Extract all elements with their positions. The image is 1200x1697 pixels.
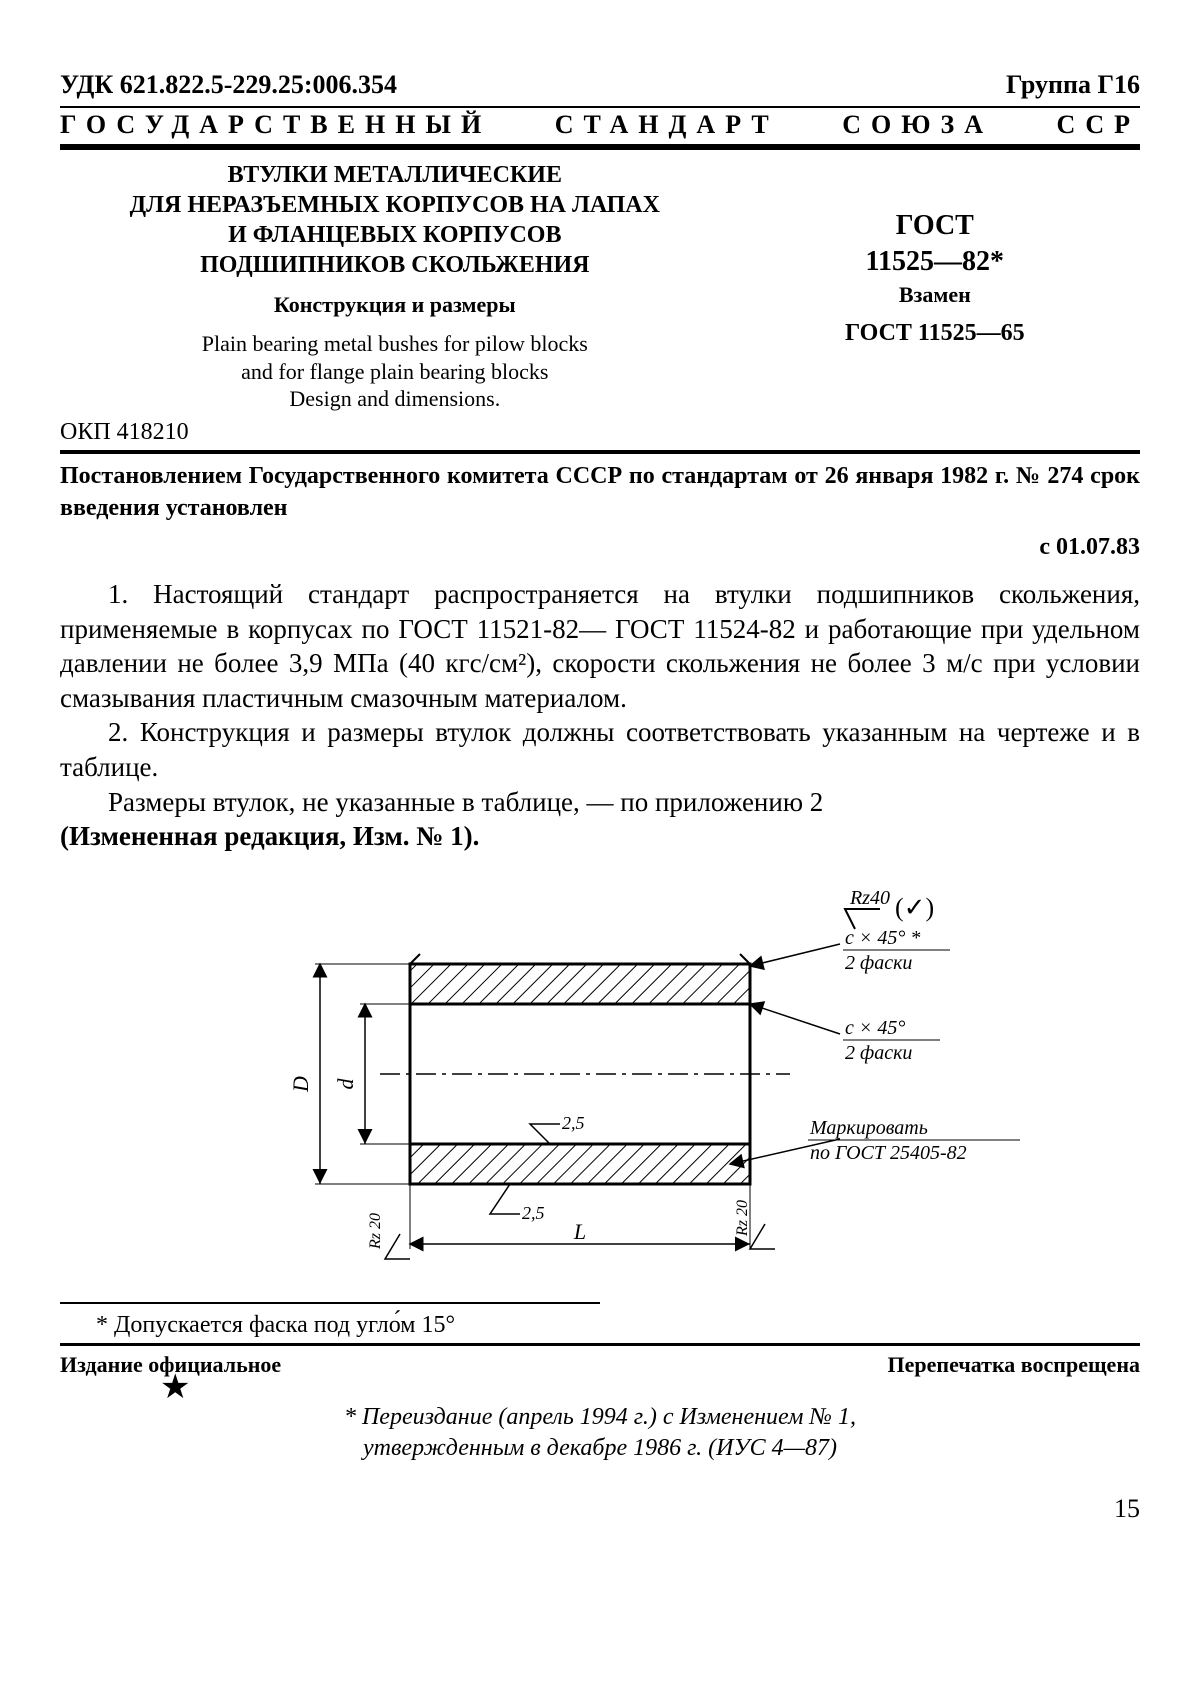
reissue-note: * Переиздание (апрель 1994 г.) с Изменен… xyxy=(60,1402,1140,1433)
udk-code: УДК 621.822.5-229.25:006.354 xyxy=(60,70,397,100)
title-en-line: Plain bearing metal bushes for pilow blo… xyxy=(60,330,730,358)
subtitle-ru: Конструкция и размеры xyxy=(60,292,730,318)
page-number: 15 xyxy=(60,1494,1140,1524)
title-ru-line: ПОДШИПНИКОВ СКОЛЬЖЕНИЯ xyxy=(60,250,730,280)
title-ru-line: ВТУЛКИ МЕТАЛЛИЧЕСКИЕ xyxy=(60,160,730,190)
rule xyxy=(60,106,1140,108)
dim-D: D xyxy=(288,1076,313,1093)
rule-thick xyxy=(60,144,1140,150)
marking-note: по ГОСТ 25405-82 xyxy=(810,1142,967,1164)
rule xyxy=(60,1302,600,1304)
check-symbol: (✓) xyxy=(895,893,934,922)
no-reprint: Перепечатка воспрещена xyxy=(888,1352,1140,1378)
gost-number: 11525—82* xyxy=(730,246,1140,278)
gost-old-number: ГОСТ 11525—65 xyxy=(730,320,1140,347)
title-en-line: and for flange plain bearing blocks xyxy=(60,358,730,386)
rz40-label: Rz40 xyxy=(849,887,890,909)
vzamen-label: Взамен xyxy=(730,282,1140,308)
title-en-line: Design and dimensions. xyxy=(60,385,730,413)
reissue-note: утвержденным в декабре 1986 г. (ИУС 4—87… xyxy=(60,1433,1140,1464)
chamfer-faski: 2 фаски xyxy=(845,1042,912,1064)
footnote: * Допускается фаска под угло́м 15° xyxy=(60,1312,1140,1339)
body-text: 1. Настоящий стандарт распространяется н… xyxy=(60,577,1140,853)
rz20-label: Rz 20 xyxy=(367,1213,384,1250)
decree-text: Постановлением Государственного комитета… xyxy=(60,460,1140,525)
paragraph: Размеры втулок, не указанные в таблице, … xyxy=(60,785,1140,854)
effective-date: с 01.07.83 xyxy=(60,534,1140,561)
state-standard-banner: ГОСУДАРСТВЕННЫЙ СТАНДАРТ СОЮЗА ССР xyxy=(60,110,1140,140)
chamfer-note: c × 45° xyxy=(845,1017,905,1039)
marking-note: Маркировать xyxy=(809,1117,928,1139)
star-icon: ★ xyxy=(160,1378,1140,1398)
title-ru-line: ДЛЯ НЕРАЗЪЕМНЫХ КОРПУСОВ НА ЛАПАХ xyxy=(60,190,730,220)
gost-label: ГОСТ xyxy=(730,210,1140,242)
rz20-label: Rz 20 xyxy=(734,1200,751,1237)
title-ru-line: И ФЛАНЦЕВЫХ КОРПУСОВ xyxy=(60,220,730,250)
rule xyxy=(60,1343,1140,1346)
okp-code: ОКП 418210 xyxy=(60,419,1140,446)
dim-L: L xyxy=(573,1219,586,1244)
rule-thick xyxy=(60,450,1140,454)
roughness-val: 2,5 xyxy=(562,1113,585,1133)
group-code: Группа Г16 xyxy=(1006,70,1140,100)
chamfer-note: c × 45° * xyxy=(845,927,920,949)
chamfer-faski: 2 фаски xyxy=(845,952,912,974)
technical-drawing: D d L 2,5 2,5 Rz 20 xyxy=(60,874,1140,1294)
paragraph: 2. Конструкция и размеры втулок должны с… xyxy=(60,715,1140,784)
roughness-val: 2,5 xyxy=(522,1203,545,1223)
dim-d: d xyxy=(333,1077,358,1089)
paragraph: 1. Настоящий стандарт распространяется н… xyxy=(60,577,1140,715)
